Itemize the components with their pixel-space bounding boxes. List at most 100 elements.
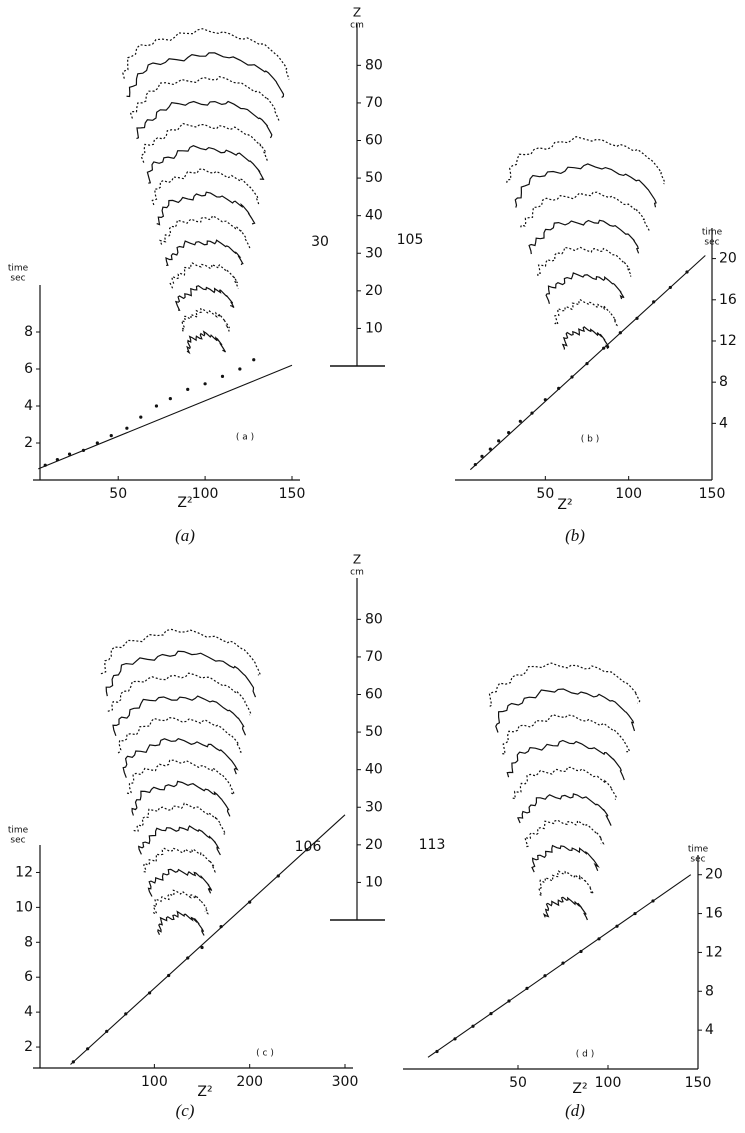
y-tick-label: 6: [24, 361, 33, 377]
y-tick-label: 4: [24, 1004, 33, 1020]
x-tick-label: 300: [332, 1074, 359, 1090]
plume-outline: [554, 298, 619, 327]
z-axis-label: Z: [353, 6, 361, 20]
data-point: [203, 382, 207, 386]
y-axis-label: time: [688, 845, 709, 855]
run-number: 30: [311, 234, 329, 250]
z-tick-label: 30: [365, 245, 383, 261]
z-tick-label: 80: [365, 611, 383, 627]
plume-outline: [514, 163, 657, 208]
z-tick-label: 40: [365, 762, 383, 778]
x-axis-label: Z²: [557, 497, 572, 513]
x-tick-label: 50: [509, 1075, 527, 1091]
plume-outline: [117, 716, 242, 754]
y-tick-label: 8: [719, 374, 728, 390]
plume-outline: [159, 215, 251, 250]
x-tick-label: 50: [536, 486, 554, 502]
z-tick-label: 80: [365, 57, 383, 73]
z-tick-label: 10: [365, 874, 383, 890]
x-tick-label: 100: [192, 486, 219, 502]
y-tick-label: 16: [719, 292, 737, 308]
z-tick-label: 60: [365, 133, 383, 149]
y-axis-label: time: [8, 826, 29, 836]
y-tick-label: 10: [15, 899, 33, 915]
data-point: [109, 434, 113, 438]
plume-outline: [561, 326, 610, 350]
z-axis-unit: cm: [350, 568, 364, 578]
y-axis-unit: sec: [690, 855, 705, 865]
plume-outline: [542, 896, 588, 921]
data-point: [252, 358, 256, 362]
plume-outline: [502, 714, 631, 755]
y-tick-label: 2: [24, 1039, 33, 1055]
plume-outline: [157, 910, 205, 936]
x-axis-label: Z²: [197, 1084, 212, 1100]
fit-line: [427, 874, 692, 1058]
plume-outline: [112, 695, 247, 737]
z-tick-label: 60: [365, 687, 383, 703]
data-point: [186, 387, 190, 391]
plume-outline: [146, 145, 265, 184]
z-tick-label: 50: [365, 724, 383, 740]
data-point: [168, 397, 172, 401]
panel-caption: (d): [565, 1101, 585, 1120]
plume-outline: [545, 272, 625, 304]
y-tick-label: 6: [24, 969, 33, 985]
x-tick-label: 50: [109, 486, 127, 502]
z-axis-unit: cm: [350, 21, 364, 31]
data-point: [200, 945, 204, 950]
plume-outline: [129, 76, 281, 123]
data-point: [95, 441, 99, 445]
y-axis-unit: sec: [10, 274, 25, 284]
y-tick-label: 8: [705, 983, 714, 999]
y-tick-label: 4: [24, 398, 33, 414]
z-tick-label: 50: [365, 170, 383, 186]
z-tick-label: 70: [365, 95, 383, 111]
y-tick-label: 20: [705, 867, 723, 883]
x-tick-label: 150: [699, 486, 726, 502]
data-point: [154, 404, 159, 408]
plume-outline: [495, 688, 636, 733]
y-tick-label: 4: [719, 415, 728, 431]
x-axis-label: Z²: [572, 1081, 587, 1097]
z-tick-label: 40: [365, 208, 383, 224]
plume-outline: [517, 793, 612, 826]
data-point: [139, 415, 143, 419]
data-point: [488, 447, 492, 451]
run-number: 106: [295, 839, 322, 855]
plume-outline: [100, 628, 262, 676]
plume-outline: [156, 191, 256, 226]
plume-outline: [506, 739, 625, 781]
inner-label: ( d ): [576, 1050, 594, 1060]
y-tick-label: 12: [719, 333, 737, 349]
y-axis-label: time: [8, 264, 29, 274]
x-axis-label: Z²: [177, 495, 192, 511]
plume-outline: [152, 889, 209, 915]
plume-outline: [137, 825, 221, 856]
z-tick-label: 30: [365, 799, 383, 815]
plume-outline: [107, 672, 252, 716]
x-tick-label: 100: [595, 1075, 622, 1091]
z-tick-label: 20: [365, 837, 383, 853]
x-tick-label: 100: [141, 1074, 168, 1090]
data-point: [125, 426, 129, 430]
data-point: [238, 367, 242, 371]
x-tick-label: 150: [685, 1075, 712, 1091]
plume-outline: [174, 285, 235, 311]
fit-line: [38, 364, 293, 470]
plume-outline: [105, 650, 257, 698]
plume-outline: [133, 802, 227, 835]
plume-outline: [524, 819, 605, 848]
z-tick-label: 70: [365, 649, 383, 665]
panel-caption: (c): [176, 1101, 195, 1120]
plume-outline: [180, 308, 230, 332]
panel-caption: (b): [565, 526, 585, 545]
inner-label: ( a ): [236, 433, 254, 443]
y-tick-label: 12: [15, 864, 33, 880]
plume-outline: [186, 330, 227, 355]
plume-outline: [147, 868, 213, 897]
plume-outline: [126, 759, 236, 796]
y-tick-label: 8: [24, 324, 33, 340]
plume-outline: [143, 847, 216, 873]
